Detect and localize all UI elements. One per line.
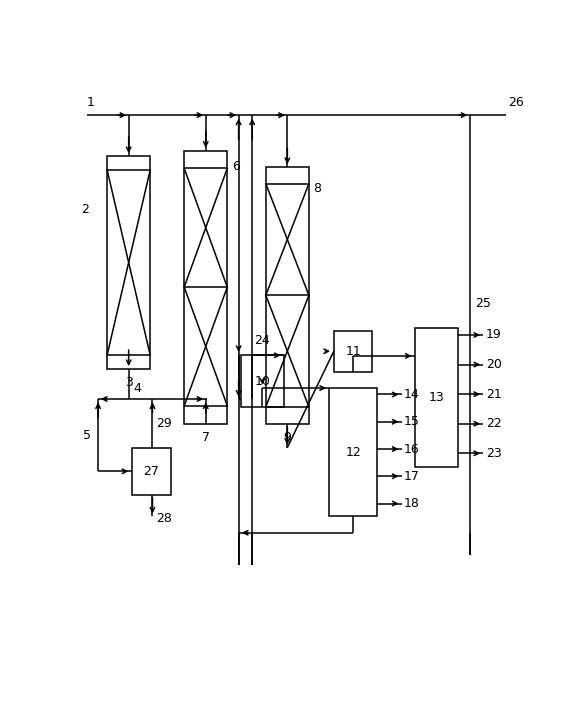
Text: 18: 18 bbox=[404, 497, 420, 510]
Text: 12: 12 bbox=[345, 446, 361, 459]
Text: 16: 16 bbox=[404, 442, 420, 455]
Text: 2: 2 bbox=[81, 203, 89, 216]
Text: 14: 14 bbox=[404, 388, 420, 401]
Text: 20: 20 bbox=[486, 358, 501, 371]
Text: 8: 8 bbox=[314, 182, 321, 195]
Text: 26: 26 bbox=[508, 96, 524, 108]
Bar bbox=[132, 448, 171, 495]
Text: 11: 11 bbox=[345, 345, 361, 358]
Text: 22: 22 bbox=[486, 417, 501, 430]
Text: 4: 4 bbox=[133, 381, 141, 395]
Bar bbox=[107, 156, 150, 369]
Text: 5: 5 bbox=[82, 429, 91, 442]
Text: 27: 27 bbox=[143, 465, 159, 478]
Bar bbox=[334, 330, 372, 372]
Text: 19: 19 bbox=[486, 328, 501, 342]
Text: 9: 9 bbox=[283, 430, 291, 444]
Text: 21: 21 bbox=[486, 388, 501, 401]
Bar bbox=[184, 150, 227, 423]
Bar bbox=[415, 328, 459, 467]
Text: 3: 3 bbox=[125, 376, 133, 389]
Text: 15: 15 bbox=[404, 415, 420, 428]
Text: 7: 7 bbox=[202, 430, 210, 444]
Text: 17: 17 bbox=[404, 470, 420, 483]
Bar bbox=[241, 355, 284, 407]
Text: 28: 28 bbox=[156, 512, 172, 525]
Bar bbox=[266, 167, 309, 423]
Text: 1: 1 bbox=[87, 96, 95, 108]
Text: 6: 6 bbox=[232, 160, 240, 174]
Text: 25: 25 bbox=[475, 297, 491, 310]
Bar bbox=[329, 388, 377, 516]
Text: 24: 24 bbox=[254, 334, 270, 347]
Text: 29: 29 bbox=[156, 417, 172, 430]
Text: 23: 23 bbox=[486, 447, 501, 460]
Text: 13: 13 bbox=[429, 391, 445, 404]
Text: 10: 10 bbox=[254, 375, 270, 388]
